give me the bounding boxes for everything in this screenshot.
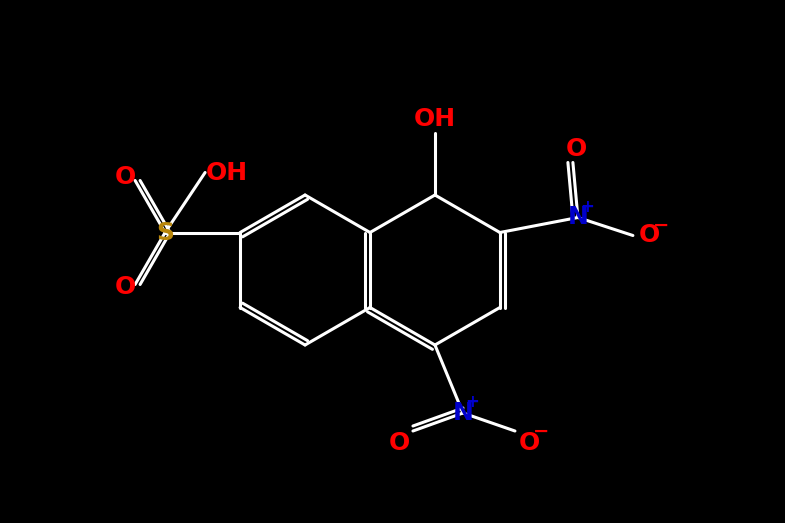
Text: N: N: [568, 206, 588, 230]
Text: O: O: [565, 137, 586, 161]
Text: +: +: [465, 393, 479, 411]
Text: OH: OH: [414, 107, 456, 131]
Text: O: O: [389, 431, 410, 455]
Text: O: O: [115, 276, 136, 300]
Text: S: S: [156, 221, 174, 244]
Text: N: N: [452, 401, 473, 425]
Text: O: O: [518, 431, 539, 455]
Text: +: +: [580, 198, 593, 215]
Text: O: O: [638, 223, 659, 247]
Text: −: −: [652, 216, 669, 235]
Text: −: −: [533, 422, 549, 440]
Text: OH: OH: [206, 161, 248, 185]
Text: O: O: [115, 165, 136, 189]
